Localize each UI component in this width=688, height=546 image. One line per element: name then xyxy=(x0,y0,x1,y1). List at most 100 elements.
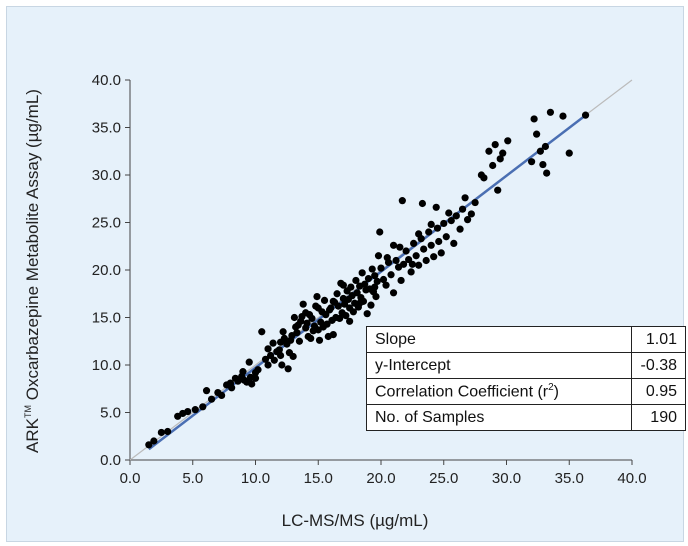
data-point xyxy=(415,261,423,269)
data-point xyxy=(499,149,507,157)
data-point xyxy=(430,253,438,261)
data-point xyxy=(368,265,376,273)
y-tick-label: 10.0 xyxy=(92,357,121,374)
data-point xyxy=(314,304,322,312)
data-point xyxy=(408,260,416,268)
data-point xyxy=(456,225,464,233)
data-point xyxy=(191,406,199,414)
x-tick-label: 20.0 xyxy=(366,470,395,487)
y-tick-label: 20.0 xyxy=(92,262,121,279)
data-point xyxy=(440,219,448,228)
y-axis-label: ARKTM Oxcarbazepine Metabolite Assay (µg… xyxy=(23,89,42,453)
data-point xyxy=(258,328,266,336)
data-point xyxy=(371,272,379,280)
data-point xyxy=(422,256,430,265)
data-point xyxy=(284,365,292,373)
stat-label-intercept: y-Intercept xyxy=(366,352,632,379)
data-point xyxy=(164,427,172,436)
data-point xyxy=(329,297,337,305)
data-point xyxy=(432,203,440,211)
data-point xyxy=(270,356,278,364)
data-point xyxy=(356,299,364,307)
y-tick-label: 40.0 xyxy=(92,72,121,89)
x-tick-label: 30.0 xyxy=(492,470,521,487)
data-point xyxy=(358,269,366,277)
data-point xyxy=(458,205,467,213)
x-tick-label: 0.0 xyxy=(120,470,141,487)
table-row: y-Intercept -0.38 xyxy=(366,352,686,379)
data-point xyxy=(437,249,445,257)
data-point xyxy=(150,437,158,445)
data-point xyxy=(399,260,408,268)
stat-value-slope: 1.01 xyxy=(631,326,686,353)
y-tick-label: 15.0 xyxy=(92,310,121,327)
data-point xyxy=(251,374,260,382)
x-tick-label: 35.0 xyxy=(555,470,584,487)
data-point xyxy=(261,355,270,363)
data-point xyxy=(364,274,373,283)
data-point xyxy=(435,237,443,246)
data-point xyxy=(427,241,435,249)
data-point xyxy=(299,300,307,308)
data-point xyxy=(471,198,479,207)
x-tick-label: 5.0 xyxy=(182,470,203,487)
y-tick-label: 0.0 xyxy=(100,452,121,469)
data-point xyxy=(245,358,253,366)
data-point xyxy=(278,361,286,369)
data-point xyxy=(450,239,458,247)
data-point xyxy=(157,428,165,437)
y-tick-label: 5.0 xyxy=(100,405,121,422)
data-point xyxy=(347,283,355,291)
stat-value-intercept: -0.38 xyxy=(631,352,686,379)
x-tick-label: 10.0 xyxy=(241,470,270,487)
data-point xyxy=(295,337,304,345)
x-tick-label: 15.0 xyxy=(304,470,333,487)
data-point xyxy=(494,186,502,194)
data-point xyxy=(397,276,405,285)
data-point xyxy=(184,407,192,416)
x-axis-label: LC-MS/MS (µg/mL) xyxy=(282,511,429,530)
data-point xyxy=(373,277,381,285)
data-point xyxy=(269,339,277,347)
data-point xyxy=(418,199,427,208)
data-point xyxy=(308,314,316,323)
data-point xyxy=(239,368,247,376)
data-point xyxy=(377,264,385,272)
data-point xyxy=(396,243,404,251)
table-row: No. of Samples 190 xyxy=(366,404,686,431)
data-point xyxy=(425,228,433,236)
data-point xyxy=(410,239,418,247)
stat-label-correlation: Correlation Coefficient (r2) xyxy=(366,378,632,405)
data-point xyxy=(264,361,272,369)
data-point xyxy=(333,290,341,298)
data-point xyxy=(346,304,354,312)
statistics-table: Slope 1.01 y-Intercept -0.38 Correlation… xyxy=(366,326,686,431)
data-point xyxy=(374,252,383,260)
data-point xyxy=(199,403,207,411)
data-point xyxy=(389,289,398,297)
data-point xyxy=(496,155,504,163)
data-point xyxy=(290,313,299,322)
data-point xyxy=(327,304,335,312)
data-point xyxy=(334,302,342,310)
data-point xyxy=(530,115,538,123)
data-point xyxy=(277,351,285,360)
table-row: Correlation Coefficient (r2) 0.95 xyxy=(366,378,686,405)
data-point xyxy=(145,441,153,449)
data-point xyxy=(445,209,453,217)
data-point xyxy=(376,228,384,236)
data-point xyxy=(389,241,398,249)
data-point xyxy=(489,161,497,170)
y-tick-label: 30.0 xyxy=(92,167,121,184)
data-point xyxy=(543,169,551,177)
data-point xyxy=(248,380,256,388)
data-point xyxy=(467,210,475,218)
data-point xyxy=(254,366,262,374)
data-point xyxy=(382,281,390,289)
data-point xyxy=(277,338,285,346)
data-point xyxy=(371,283,379,291)
data-point xyxy=(383,254,391,262)
data-point xyxy=(546,108,555,116)
data-point xyxy=(541,142,550,151)
x-tick-label: 40.0 xyxy=(617,470,646,487)
